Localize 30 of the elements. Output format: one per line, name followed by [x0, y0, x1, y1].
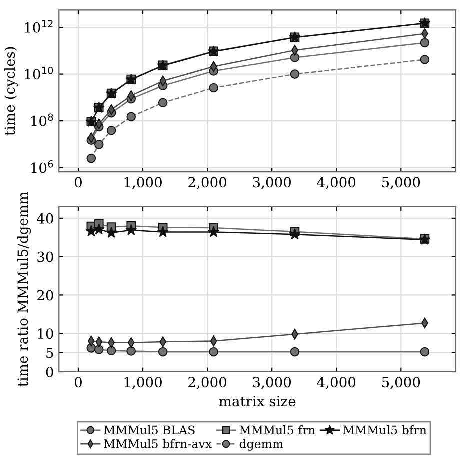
y-tick-label: 10$^{12}$: [25, 20, 53, 33]
y-axis-title: time (cycles): [4, 47, 18, 136]
y-tick-label: 40: [37, 213, 54, 224]
x-tick-label: 4,000: [317, 377, 356, 390]
x-tick-label: 3,000: [253, 177, 292, 190]
y-tick-label: 5: [46, 348, 54, 358]
x-tick-label: 5,000: [382, 377, 420, 390]
legend-label: MMMul5 BLAS: [104, 426, 195, 435]
x-tick-label: 1,000: [124, 377, 162, 390]
legend-label: MMMul5 frn: [240, 426, 316, 435]
legend-label: dgemm: [240, 439, 284, 451]
x-tick-label: 5,000: [382, 177, 420, 190]
y-tick-label: 20: [38, 290, 54, 301]
y-tick-label: 10$^{8}$: [32, 114, 54, 126]
x-tick-label: 1,000: [124, 177, 162, 190]
x-tick-label: 4,000: [317, 177, 356, 190]
x-axis-title: matrix size: [219, 396, 296, 407]
y-tick-label: 0: [46, 366, 54, 378]
y-axis-title: time ratio MMMul5/dgemm: [17, 192, 32, 387]
y-tick-label: 10$^{6}$: [32, 160, 54, 174]
legend-label: MMMul5 bfrn: [343, 426, 427, 435]
x-tick-label: 3,000: [253, 377, 292, 390]
x-tick-label: 0: [74, 177, 82, 188]
y-tick-label: 30: [38, 252, 54, 262]
x-tick-label: 0: [74, 377, 82, 388]
x-tick-label: 2,000: [188, 377, 227, 390]
legend-label: MMMul5 bfrn-avx: [104, 439, 212, 448]
y-tick-label: 10$^{10}$: [25, 66, 54, 80]
y-tick-label: 10: [38, 328, 54, 340]
x-tick-label: 2,000: [188, 177, 227, 190]
